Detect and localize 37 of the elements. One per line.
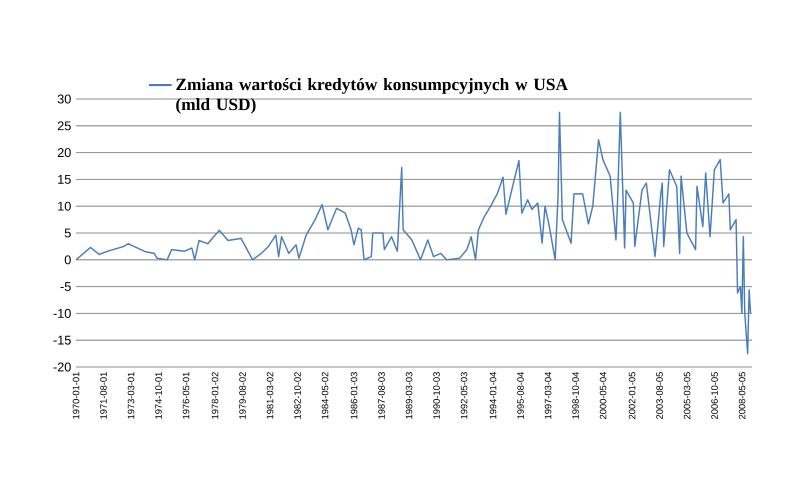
x-tick-label: 2006-10-05 (711, 372, 718, 419)
x-tick-label: 1994-01-04 (490, 372, 496, 419)
x-tick-label: 1978-01-02 (212, 372, 218, 419)
x-tick-label: 1976-05-01 (182, 372, 190, 419)
x-tick-label: 2005-03-05 (684, 372, 690, 419)
x-tick-label: 1986-01-03 (350, 372, 358, 419)
x-tick-label: 1979-08-02 (239, 372, 246, 419)
x-tick-label: 1974-10-01 (155, 372, 162, 419)
y-tick-label: 0 (64, 255, 71, 264)
y-tick-label: 20 (58, 148, 71, 158)
y-tick-label: -20 (54, 362, 71, 372)
y-tick-label: 10 (58, 202, 71, 211)
x-tick-label: 1987-08-03 (378, 372, 385, 419)
x-tick-label: 1989-03-03 (406, 372, 412, 419)
y-tick-label: -15 (54, 336, 71, 345)
x-tick-label: 1995-08-04 (517, 372, 524, 419)
x-tick-label: 1973-03-01 (128, 372, 134, 419)
y-tick-label: 25 (58, 121, 71, 130)
x-tick-label: 2003-08-05 (656, 372, 663, 419)
y-tick-label: -10 (54, 308, 71, 318)
x-tick-label: 1998-10-04 (572, 372, 579, 419)
x-tick-label: 1992-05-03 (460, 372, 468, 419)
x-tick-label: 1971-08-01 (100, 372, 107, 419)
y-tick-label: -5 (60, 282, 71, 292)
x-tick-label: 1982-10-02 (294, 372, 301, 419)
legend-label: Zmiana wartości kredytów konsumpcyjnych w USA (mld USD) (176, 78, 568, 114)
x-tick-label: 1997-03-04 (544, 372, 552, 419)
x-tick-label: 2000-05-04 (600, 372, 606, 419)
x-tick-label: 1981-03-02 (266, 372, 274, 419)
x-tick-label: 1990-10-03 (433, 372, 440, 419)
x-tick-label: 2002-01-05 (628, 372, 636, 419)
y-tick-label: 5 (64, 228, 71, 238)
y-tick-label: 15 (58, 174, 71, 184)
x-tick-label: 1984-05-02 (322, 372, 328, 419)
x-tick-label: 1970-01-01 (72, 372, 80, 419)
x-tick-label: 2008-05-05 (738, 372, 746, 419)
y-tick-label: 30 (58, 94, 71, 104)
